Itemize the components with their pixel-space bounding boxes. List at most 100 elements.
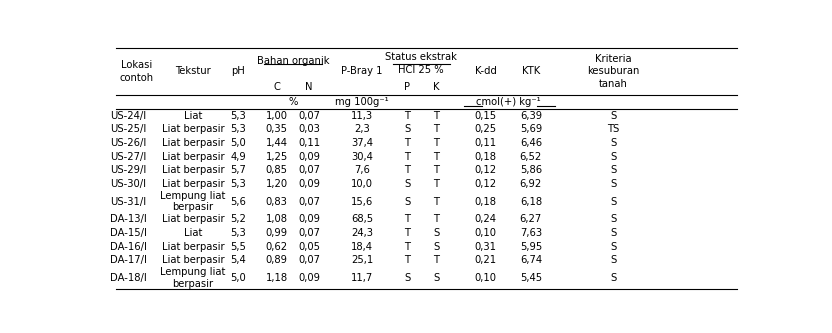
Text: 0,15: 0,15 [475, 111, 497, 121]
Text: pH: pH [231, 67, 245, 77]
Text: 6,52: 6,52 [520, 152, 542, 162]
Text: US-31/I: US-31/I [111, 196, 146, 206]
Text: 6,46: 6,46 [520, 138, 542, 148]
Text: 0,11: 0,11 [298, 138, 320, 148]
Text: S: S [610, 228, 617, 238]
Text: 5,3: 5,3 [230, 111, 246, 121]
Text: S: S [433, 273, 439, 283]
Text: 25,1: 25,1 [351, 255, 373, 265]
Text: 1,20: 1,20 [265, 179, 288, 189]
Text: 11,7: 11,7 [351, 273, 373, 283]
Text: 0,07: 0,07 [298, 165, 320, 175]
Text: Liat berpasir: Liat berpasir [161, 241, 225, 251]
Text: 6,27: 6,27 [520, 214, 542, 224]
Text: Liat berpasir: Liat berpasir [161, 255, 225, 265]
Text: 0,12: 0,12 [475, 165, 497, 175]
Text: 0,24: 0,24 [475, 214, 497, 224]
Text: S: S [610, 214, 617, 224]
Text: T: T [404, 228, 410, 238]
Text: T: T [404, 255, 410, 265]
Text: 5,45: 5,45 [520, 273, 542, 283]
Text: 0,99: 0,99 [265, 228, 288, 238]
Text: 0,11: 0,11 [475, 138, 497, 148]
Text: 5,86: 5,86 [520, 165, 542, 175]
Text: 0,09: 0,09 [298, 273, 320, 283]
Text: 5,0: 5,0 [230, 138, 246, 148]
Text: T: T [433, 214, 439, 224]
Text: C: C [274, 82, 280, 92]
Text: S: S [610, 111, 617, 121]
Text: 5,5: 5,5 [230, 241, 246, 251]
Text: T: T [404, 165, 410, 175]
Text: US-25/I: US-25/I [111, 124, 146, 134]
Text: T: T [433, 179, 439, 189]
Text: 5,6: 5,6 [230, 196, 246, 206]
Text: US-27/I: US-27/I [111, 152, 146, 162]
Text: S: S [610, 179, 617, 189]
Text: T: T [404, 214, 410, 224]
Text: 6,92: 6,92 [520, 179, 542, 189]
Text: 0,09: 0,09 [298, 214, 320, 224]
Text: 5,0: 5,0 [230, 273, 246, 283]
Text: T: T [404, 241, 410, 251]
Text: Kriteria
kesuburan
tanah: Kriteria kesuburan tanah [587, 54, 640, 89]
Text: 0,21: 0,21 [475, 255, 497, 265]
Text: S: S [404, 273, 410, 283]
Text: 4,9: 4,9 [230, 152, 246, 162]
Text: Liat berpasir: Liat berpasir [161, 179, 225, 189]
Text: 5,3: 5,3 [230, 228, 246, 238]
Text: S: S [610, 152, 617, 162]
Text: 0,07: 0,07 [298, 255, 320, 265]
Text: S: S [610, 241, 617, 251]
Text: 0,83: 0,83 [266, 196, 288, 206]
Text: S: S [610, 255, 617, 265]
Text: 0,09: 0,09 [298, 179, 320, 189]
Text: S: S [610, 273, 617, 283]
Text: 0,03: 0,03 [298, 124, 320, 134]
Text: T: T [433, 255, 439, 265]
Text: 5,4: 5,4 [230, 255, 246, 265]
Text: 0,07: 0,07 [298, 228, 320, 238]
Text: T: T [433, 165, 439, 175]
Text: Liat berpasir: Liat berpasir [161, 152, 225, 162]
Text: T: T [433, 138, 439, 148]
Text: S: S [610, 138, 617, 148]
Text: Liat berpasir: Liat berpasir [161, 138, 225, 148]
Text: 0,89: 0,89 [265, 255, 288, 265]
Text: K-dd: K-dd [475, 67, 497, 77]
Text: 1,25: 1,25 [265, 152, 288, 162]
Text: Bahan organik: Bahan organik [257, 56, 329, 66]
Text: T: T [433, 152, 439, 162]
Text: 6,18: 6,18 [520, 196, 542, 206]
Text: S: S [433, 228, 439, 238]
Text: 1,18: 1,18 [265, 273, 288, 283]
Text: US-26/I: US-26/I [111, 138, 146, 148]
Text: Lempung liat
berpasir: Lempung liat berpasir [161, 191, 225, 212]
Text: S: S [433, 241, 439, 251]
Text: T: T [404, 138, 410, 148]
Text: S: S [404, 124, 410, 134]
Text: US-24/I: US-24/I [111, 111, 146, 121]
Text: 68,5: 68,5 [351, 214, 373, 224]
Text: 1,44: 1,44 [265, 138, 288, 148]
Text: DA-13/I: DA-13/I [111, 214, 147, 224]
Text: 0,85: 0,85 [265, 165, 288, 175]
Text: 1,08: 1,08 [265, 214, 288, 224]
Text: 1,00: 1,00 [265, 111, 288, 121]
Text: 10,0: 10,0 [351, 179, 373, 189]
Text: Lokasi
contoh: Lokasi contoh [119, 60, 153, 83]
Text: US-29/I: US-29/I [111, 165, 146, 175]
Text: 5,7: 5,7 [230, 165, 246, 175]
Text: P-Bray 1: P-Bray 1 [341, 67, 383, 77]
Text: T: T [433, 124, 439, 134]
Text: 0,07: 0,07 [298, 196, 320, 206]
Text: S: S [610, 196, 617, 206]
Text: mg 100g⁻¹: mg 100g⁻¹ [335, 97, 389, 107]
Text: 0,07: 0,07 [298, 111, 320, 121]
Text: 24,3: 24,3 [351, 228, 373, 238]
Text: 5,2: 5,2 [230, 214, 246, 224]
Text: %: % [288, 97, 298, 107]
Text: Status ekstrak
HCl 25 %: Status ekstrak HCl 25 % [385, 52, 457, 75]
Text: S: S [404, 179, 410, 189]
Text: 7,6: 7,6 [354, 165, 370, 175]
